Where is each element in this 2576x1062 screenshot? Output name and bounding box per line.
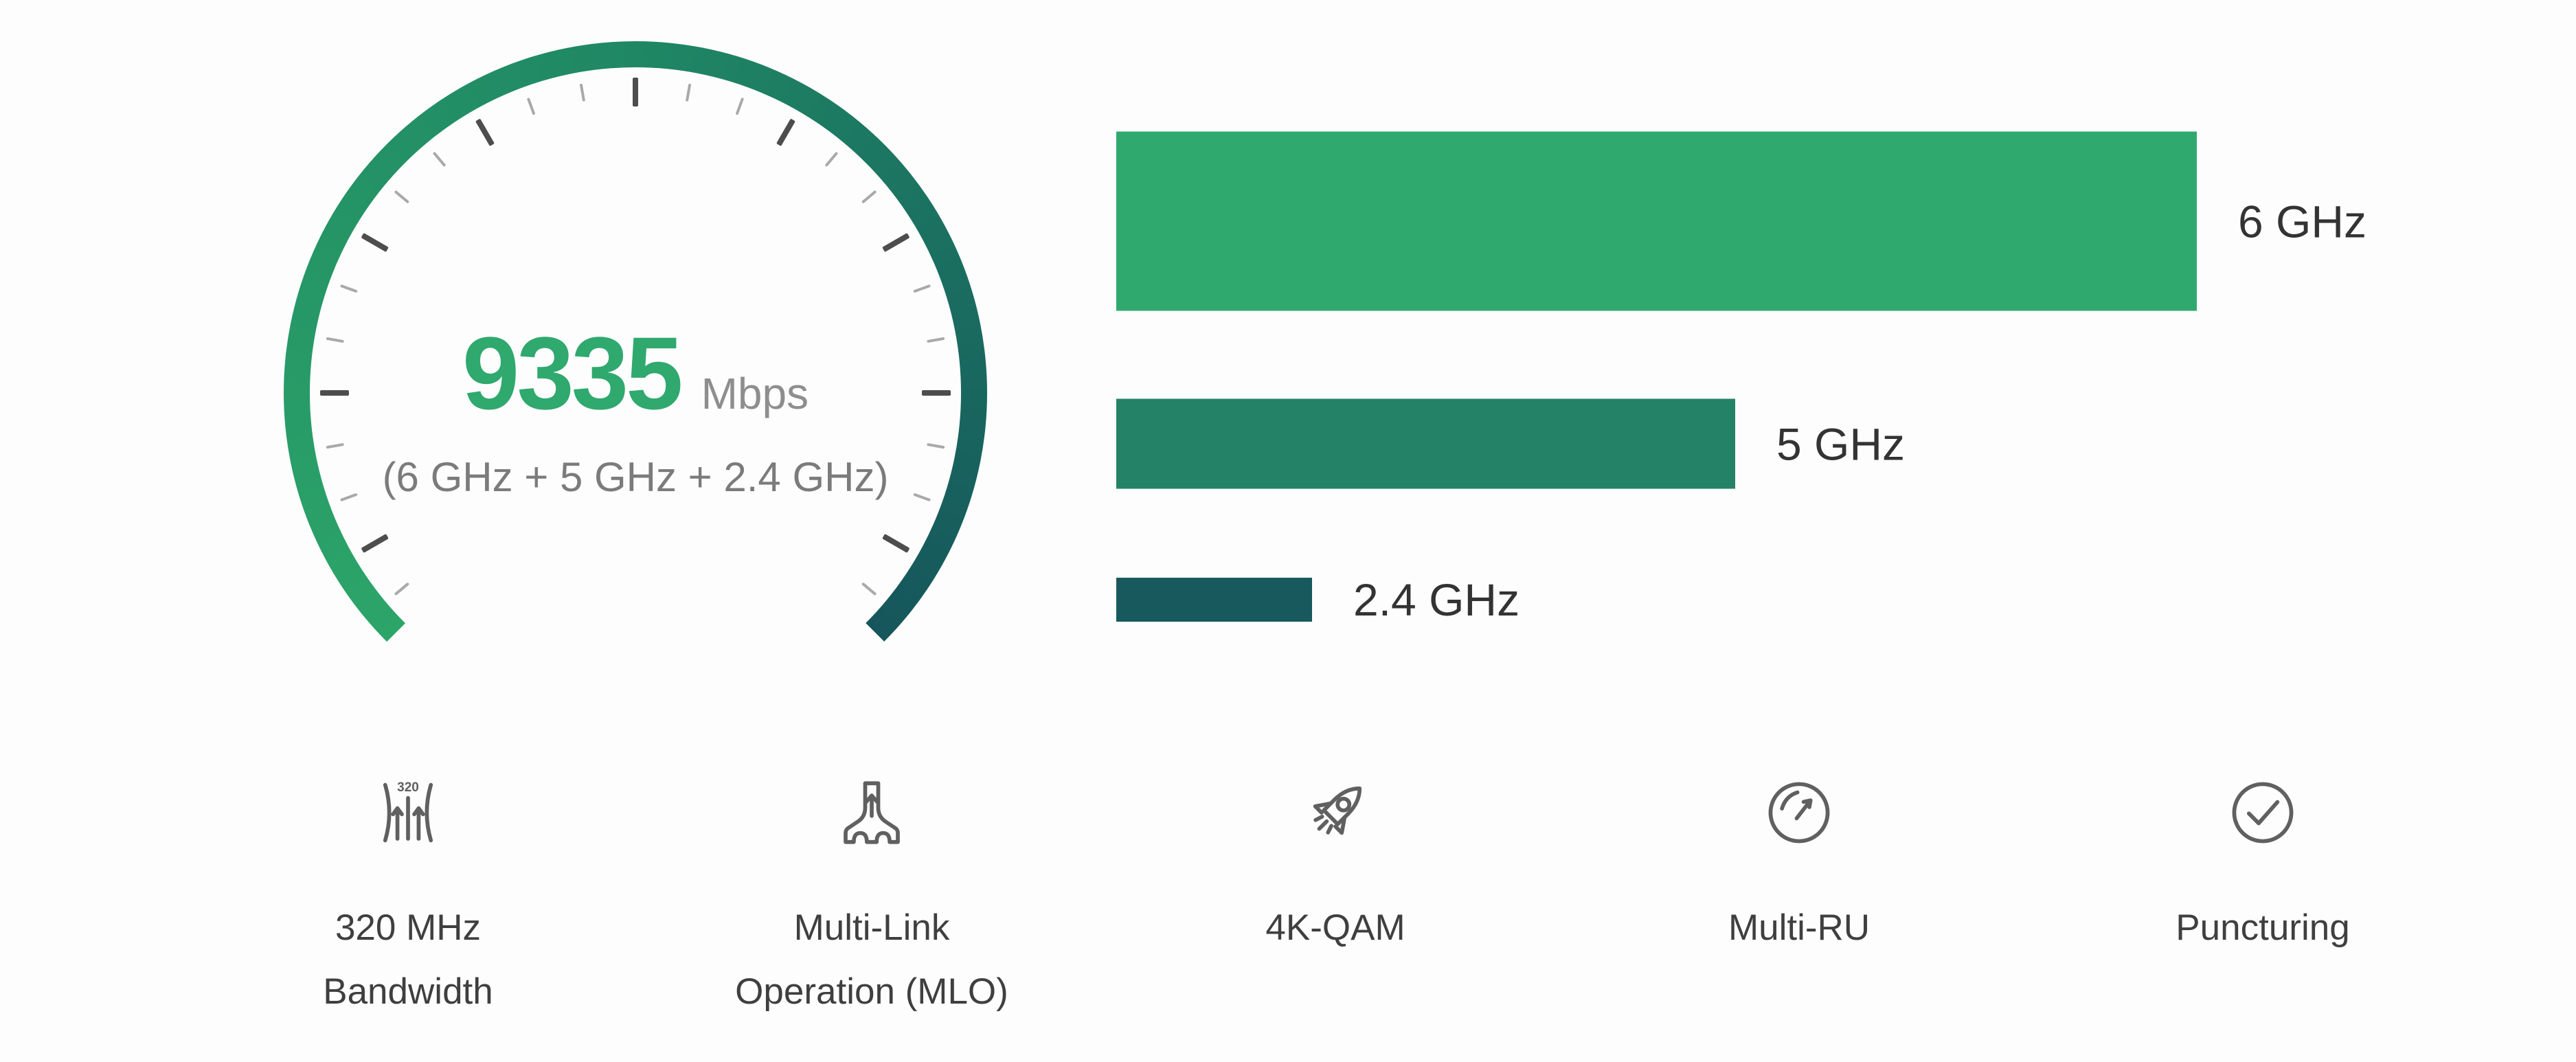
- feature-puncturing: Puncturing: [2057, 773, 2469, 1024]
- speedometer-icon: [1768, 782, 1830, 844]
- gauge-minor-tick: [394, 190, 410, 204]
- feature-label: Multi-RU: [1593, 896, 2005, 960]
- bar-5ghz: [1116, 398, 1735, 489]
- bar-2-4ghz: [1116, 578, 1312, 622]
- bar-row-5ghz: 5 GHz: [1116, 398, 1906, 489]
- feature-label-line2: Operation (MLO): [735, 971, 1008, 1012]
- feature-label-line1: Multi-RU: [1728, 907, 1871, 948]
- gauge-minor-tick: [685, 83, 692, 102]
- gauge-major-tick: [776, 118, 795, 146]
- svg-text:320: 320: [397, 780, 419, 795]
- feature-label-line1: Puncturing: [2176, 907, 2350, 948]
- feature-label: Puncturing: [2057, 896, 2469, 960]
- multi-link-icon: [844, 781, 900, 844]
- gauge-minor-tick: [526, 97, 536, 115]
- gauge-value: 9335: [462, 315, 683, 431]
- bar-label-2-4ghz: 2.4 GHz: [1353, 574, 1520, 625]
- feature-label-line1: 4K-QAM: [1265, 907, 1405, 948]
- speed-gauge: 9335 Mbps (6 GHz + 5 GHz + 2.4 GHz): [284, 41, 987, 745]
- gauge-major-tick: [633, 78, 638, 106]
- features-row: 320 320 MHz Bandwidth Multi-Link Operati…: [202, 773, 2469, 1024]
- gauge-major-tick: [475, 118, 495, 146]
- bandwidth-320-icon: 320: [383, 780, 433, 843]
- gauge-minor-tick: [861, 582, 877, 596]
- gauge-minor-tick: [735, 97, 745, 115]
- gauge-minor-tick: [927, 442, 945, 449]
- gauge-minor-tick: [394, 582, 410, 596]
- gauge-minor-tick: [861, 190, 877, 204]
- gauge-minor-tick: [432, 151, 447, 168]
- gauge-unit: Mbps: [701, 369, 809, 418]
- gauge-inner-face: [310, 67, 961, 719]
- gauge-minor-tick: [326, 442, 344, 449]
- bar-row-6ghz: 6 GHz: [1116, 131, 2367, 311]
- gauge-major-tick: [882, 534, 910, 553]
- feature-label: Multi-Link Operation (MLO): [666, 896, 1078, 1024]
- bar-label-6ghz: 6 GHz: [2238, 196, 2367, 247]
- gauge-minor-tick: [579, 83, 586, 102]
- feature-320mhz-bandwidth: 320 320 MHz Bandwidth: [202, 773, 614, 1024]
- feature-multi-link-operation: Multi-Link Operation (MLO): [666, 773, 1078, 1024]
- feature-label: 4K-QAM: [1129, 896, 1541, 960]
- gauge-major-tick: [361, 233, 389, 252]
- gauge-major-tick: [361, 534, 389, 553]
- feature-label: 320 MHz Bandwidth: [202, 896, 614, 1024]
- gauge-ticks: [284, 41, 987, 745]
- bar-row-2-4ghz: 2.4 GHz: [1116, 574, 1519, 626]
- feature-label-line1: Multi-Link: [793, 907, 950, 948]
- gauge-minor-tick: [824, 151, 839, 168]
- gauge-minor-tick: [913, 284, 931, 293]
- gauge-subtitle: (6 GHz + 5 GHz + 2.4 GHz): [382, 454, 889, 500]
- feature-label-line2: Bandwidth: [323, 971, 493, 1012]
- feature-multi-ru: Multi-RU: [1593, 773, 2005, 1024]
- rocket-icon: [1313, 786, 1362, 835]
- feature-4k-qam: 4K-QAM: [1129, 773, 1541, 1024]
- check-circle-icon: [2232, 782, 2294, 844]
- feature-label-line1: 320 MHz: [335, 907, 482, 948]
- gauge-major-tick: [882, 233, 910, 252]
- gauge-value-row: 9335 Mbps: [284, 321, 987, 425]
- gauge-minor-tick: [339, 284, 358, 293]
- bar-6ghz: [1116, 131, 2197, 311]
- bar-label-5ghz: 5 GHz: [1776, 418, 1906, 469]
